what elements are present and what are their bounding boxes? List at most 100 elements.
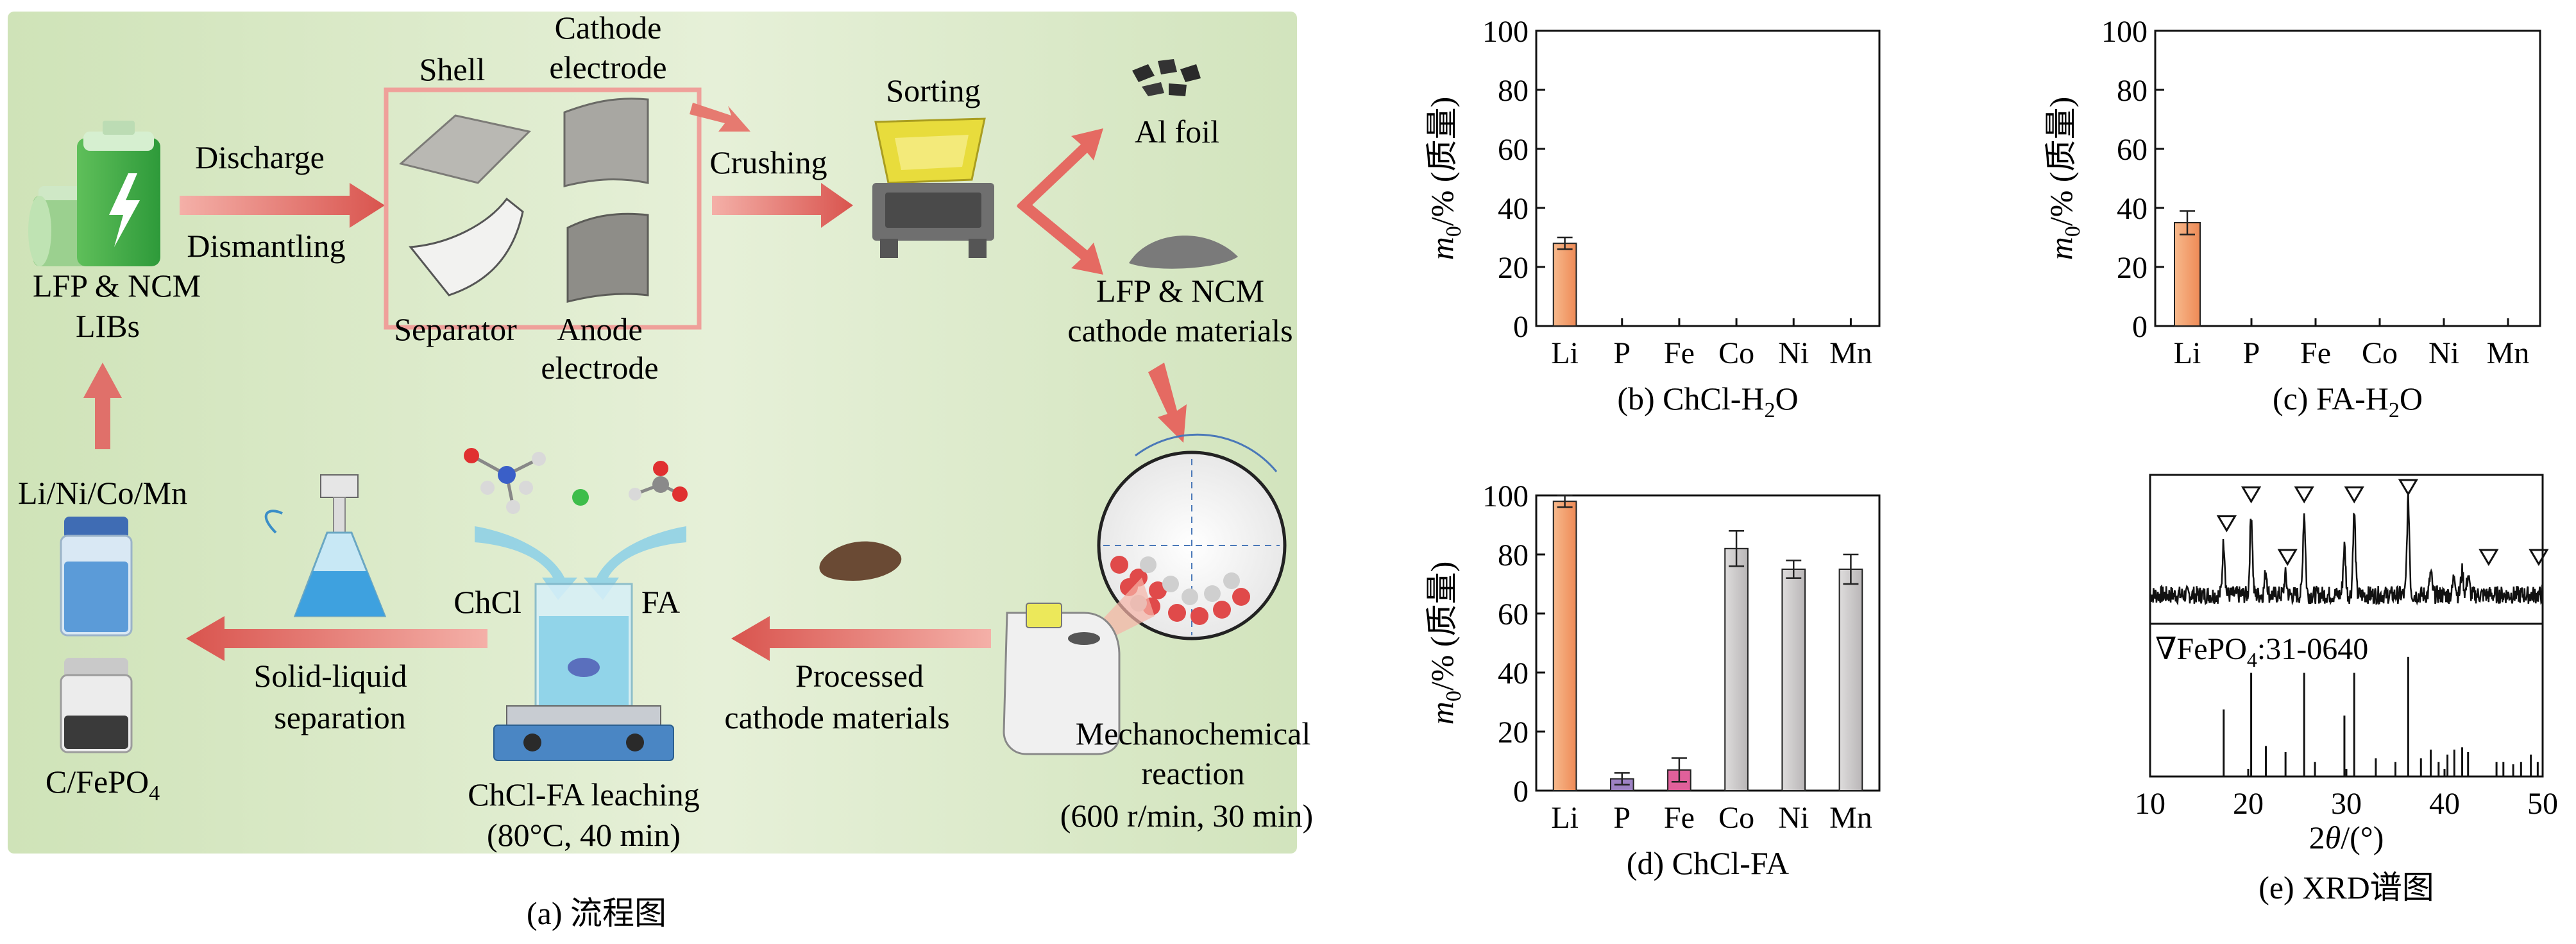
bar-ni <box>1781 569 1806 791</box>
libs-label-line1: LFP & NCM <box>33 268 201 304</box>
xrd-peak-marker <box>2294 486 2314 504</box>
chart-title-subscript: 2 <box>1765 399 1775 422</box>
y-tick-label: 80 <box>1498 538 1529 572</box>
chart-title-subscript: 2 <box>2389 399 2400 422</box>
xrd-legend-part: ∇FePO <box>2155 632 2247 666</box>
x-tick-label: Mn <box>1829 336 1872 370</box>
y-axis-label-subscript: 0 <box>2061 226 2085 237</box>
mechano-label-line2: reaction <box>1141 755 1244 791</box>
fork-arrow-down <box>1017 199 1103 275</box>
y-tick-label: 20 <box>1498 716 1529 750</box>
sorting-machine-icon <box>872 117 994 258</box>
x-tick-label: Li <box>1551 801 1579 835</box>
libs-label-line2: LIBs <box>76 308 140 344</box>
chart-title-part: (c) FA-H <box>2273 381 2389 416</box>
x-tick-label: P <box>2243 336 2260 370</box>
shell-label: Shell <box>419 51 486 87</box>
x-tick-label: Li <box>2174 336 2201 370</box>
x-tick-label: Ni <box>1778 801 1809 835</box>
fa-inflow-arrow <box>584 526 686 600</box>
mechano-label-line3: (600 r/min, 30 min) <box>1060 798 1313 834</box>
y-axis-label: m0/% (质量) <box>2043 97 2085 260</box>
y-tick-label: 60 <box>1498 597 1529 631</box>
x-tick-label: 10 <box>2135 787 2165 821</box>
x-axis-label-part: 2 <box>2309 820 2325 855</box>
y-axis-label-unit: /% (质量) <box>1424 97 1460 226</box>
chart-title: (c) FA-H2O <box>2273 381 2423 422</box>
anode-electrode-icon <box>566 212 649 303</box>
x-tick-label: Ni <box>2428 336 2459 370</box>
chart-title-part: O <box>2400 381 2423 416</box>
y-axis-label-symbol: m <box>1424 701 1460 725</box>
recycle-up-arrow <box>83 363 122 449</box>
xrd-legend: ∇FePO4:31-0640 <box>2155 632 2368 671</box>
y-tick-label: 60 <box>2117 133 2148 167</box>
y-axis-label-symbol: m <box>1424 237 1460 260</box>
xrd-peak-marker <box>2277 549 2298 566</box>
crushing-label: Crushing <box>709 144 827 180</box>
residue-vial-icon <box>60 658 133 753</box>
mechano-label-line1: Mechanochemical <box>1076 716 1310 751</box>
cfepo4-label: C/FePO4 <box>46 764 160 805</box>
xrd-legend-part: :31-0640 <box>2257 632 2368 666</box>
bar-li <box>1552 501 1577 791</box>
x-tick-label: Li <box>1551 336 1579 370</box>
al-foil-icon <box>1132 59 1201 96</box>
y-tick-label: 20 <box>2117 251 2148 285</box>
battery-icon <box>28 121 160 266</box>
y-tick-label: 20 <box>1498 251 1529 285</box>
components-box <box>384 87 702 330</box>
x-tick-label: Mn <box>2487 336 2530 370</box>
y-tick-label: 80 <box>2117 74 2148 108</box>
al-foil-label: Al foil <box>1135 114 1219 150</box>
xrd-peak-marker <box>2398 479 2419 496</box>
x-tick-label: Mn <box>1829 801 1872 835</box>
flow-diagram: LFP & NCM LIBs Discharge Dismantling She… <box>8 10 1313 931</box>
y-tick-label: 40 <box>1498 192 1529 226</box>
anode-label-line2: electrode <box>541 350 658 386</box>
fa-molecule-icon <box>629 461 688 502</box>
y-tick-label: 40 <box>2117 192 2148 226</box>
chcl-inflow-arrow <box>475 526 577 600</box>
y-tick-label: 0 <box>1513 310 1529 344</box>
x-tick-label: P <box>1613 336 1631 370</box>
leaching-beaker-icon <box>493 583 674 761</box>
processed-arrow <box>731 616 991 661</box>
discharge-arrow <box>180 183 385 228</box>
bar-li <box>2174 222 2201 327</box>
separator-icon <box>409 197 524 296</box>
separator-label: Separator <box>394 311 517 347</box>
x-tick-label: Co <box>1718 336 1754 370</box>
chart-title: (e) XRD谱图 <box>2258 870 2434 905</box>
plot-frame <box>2154 30 2541 327</box>
y-tick-label: 100 <box>1482 15 1529 49</box>
anode-label-line1: Anode <box>557 311 642 347</box>
leaching-label-line1: ChCl-FA leaching <box>468 777 700 812</box>
y-tick-label: 40 <box>1498 657 1529 691</box>
flow-caption: (a) 流程图 <box>527 895 666 931</box>
cathode-electrode-label-line1: Cathode <box>555 10 662 46</box>
y-tick-label: 0 <box>1513 775 1529 809</box>
cathode-electrode-icon <box>563 98 649 187</box>
y-axis-label: m0/% (质量) <box>1424 97 1466 260</box>
xrd-peak-marker <box>2529 549 2549 566</box>
x-tick-label: Co <box>2362 336 2398 370</box>
y-tick-label: 100 <box>2101 15 2148 49</box>
discharge-label: Discharge <box>195 139 325 175</box>
x-axis-label-theta: θ <box>2325 820 2341 855</box>
x-tick-label: 50 <box>2527 787 2558 821</box>
processed-label-line2: cathode materials <box>724 699 949 735</box>
plot-frame <box>1535 494 1881 792</box>
leachate-vial-icon <box>60 517 133 637</box>
cathode-materials-label-line2: cathode materials <box>1067 313 1292 348</box>
xrd-peak-marker <box>2241 486 2262 504</box>
xrd-legend-subscript: 4 <box>2247 648 2257 671</box>
fork-arrow-up <box>1017 128 1103 212</box>
sorting-label: Sorting <box>886 73 980 108</box>
shell-icon <box>398 114 532 184</box>
plot-frame <box>1535 30 1881 327</box>
